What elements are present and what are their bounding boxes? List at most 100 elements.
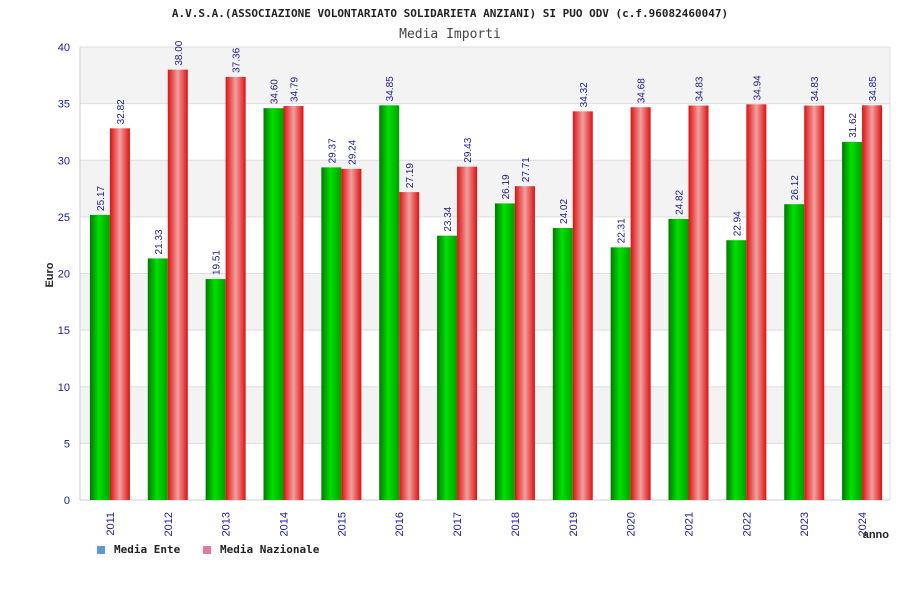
bars-group — [89, 69, 883, 501]
bar-media-ente — [494, 203, 515, 500]
plot-band — [80, 330, 890, 387]
y-tick-label: 10 — [58, 382, 70, 394]
bar-media-nazionale — [109, 128, 130, 500]
bar-media-ente — [379, 105, 400, 500]
data-label-nazionale: 29.43 — [463, 137, 474, 162]
data-label-nazionale: 34.68 — [637, 78, 648, 103]
plot-band — [80, 47, 890, 104]
bar-media-nazionale — [572, 111, 593, 501]
x-axis-ticks: 2011 2012 2013 2014 2015 2016 2017 2018 2019 2020… — [105, 512, 869, 536]
bar-media-nazionale — [862, 105, 883, 500]
bar-media-nazionale — [630, 107, 651, 501]
bar-media-nazionale — [341, 168, 362, 500]
data-label-ente: 26.19 — [501, 174, 512, 199]
data-label-nazionale: 34.85 — [868, 76, 879, 101]
x-tick-label: 2022 — [741, 512, 753, 536]
plot-band — [80, 443, 890, 500]
data-label-ente: 29.37 — [327, 138, 338, 163]
bar-media-ente — [263, 108, 284, 500]
data-label-ente: 34.85 — [385, 76, 396, 101]
bar-media-ente — [842, 141, 863, 500]
y-tick-label: 25 — [58, 212, 70, 224]
x-tick-label: 2020 — [626, 512, 638, 536]
data-label-nazionale: 34.32 — [579, 82, 590, 107]
data-label-nazionale: 34.79 — [290, 77, 301, 102]
bar-media-nazionale — [225, 76, 246, 500]
x-tick-label: 2017 — [452, 512, 464, 536]
plot-band — [80, 103, 890, 161]
y-tick-label: 5 — [64, 438, 70, 450]
y-tick-label: 0 — [64, 495, 70, 507]
y-tick-label: 30 — [58, 155, 70, 167]
chart-subtitle: Media Importi — [399, 27, 501, 42]
y-tick-label: 35 — [58, 99, 70, 111]
data-label-ente: 26.12 — [790, 175, 801, 200]
data-label-ente: 23.34 — [443, 206, 454, 231]
legend: Media Ente Media Nazionale — [97, 543, 320, 556]
data-label-ente: 24.02 — [559, 199, 570, 224]
x-tick-label: 2024 — [857, 512, 869, 536]
bar-media-ente — [726, 240, 747, 500]
y-tick-label: 20 — [58, 269, 70, 281]
legend-swatch-ente — [97, 546, 105, 554]
bar-media-ente — [552, 227, 573, 500]
bar-media-nazionale — [746, 104, 767, 500]
data-label-nazionale: 34.94 — [752, 75, 763, 100]
y-axis-ticks: 0 5 10 15 20 25 30 35 40 — [58, 42, 70, 507]
data-label-nazionale: 38.00 — [174, 40, 185, 65]
x-tick-label: 2023 — [799, 512, 811, 536]
x-tick-label: 2016 — [394, 512, 406, 536]
bar-media-nazionale — [514, 186, 535, 500]
bar-media-nazionale — [688, 105, 709, 501]
plot-band — [80, 386, 890, 444]
data-label-ente: 25.17 — [96, 185, 107, 210]
bar-media-nazionale — [399, 192, 420, 501]
data-label-nazionale: 27.19 — [405, 163, 416, 188]
data-label-nazionale: 27.71 — [521, 157, 532, 182]
chart-title: A.V.S.A.(ASSOCIAZIONE VOLONTARIATO SOLID… — [172, 7, 728, 20]
bar-media-ente — [321, 167, 342, 500]
plot-band — [80, 160, 890, 217]
y-axis-label: Euro — [44, 262, 56, 287]
x-tick-label: 2015 — [336, 512, 348, 536]
bar-media-ente — [89, 214, 110, 500]
data-labels-group: 25.17 32.82 21.33 38.00 19.51 37.36 34.60 34.79… — [96, 40, 879, 275]
legend-label-nazionale: Media Nazionale — [220, 543, 320, 556]
legend-swatch-nazionale — [203, 546, 211, 554]
bar-media-nazionale — [167, 69, 188, 501]
data-label-ente: 21.33 — [154, 229, 165, 254]
x-tick-label: 2014 — [279, 512, 291, 536]
bar-media-ente — [437, 235, 458, 500]
bar-media-ente — [205, 279, 226, 500]
x-tick-label: 2012 — [163, 512, 175, 536]
bar-media-ente — [668, 218, 689, 500]
data-label-ente: 19.51 — [212, 250, 223, 275]
bar-media-nazionale — [283, 106, 304, 501]
bar-media-nazionale — [457, 166, 478, 500]
bar-media-ente — [147, 258, 168, 500]
bar-media-ente — [610, 247, 631, 500]
data-label-ente: 24.82 — [675, 189, 686, 214]
data-label-ente: 31.62 — [848, 112, 859, 137]
plot-band — [80, 216, 890, 274]
data-label-ente: 22.31 — [617, 218, 628, 243]
y-tick-label: 40 — [58, 42, 70, 54]
data-label-nazionale: 34.83 — [695, 76, 706, 101]
y-tick-label: 15 — [58, 325, 70, 337]
x-tick-label: 2021 — [684, 512, 696, 536]
x-tick-label: 2013 — [221, 512, 233, 536]
data-label-nazionale: 32.82 — [116, 99, 127, 124]
plot-band — [80, 273, 890, 331]
x-axis-label: anno — [863, 529, 890, 541]
data-label-nazionale: 29.24 — [347, 139, 358, 164]
bar-media-ente — [784, 204, 805, 501]
data-label-ente: 22.94 — [732, 211, 743, 236]
x-tick-label: 2018 — [510, 512, 522, 536]
x-tick-label: 2019 — [568, 512, 580, 536]
data-label-ente: 34.60 — [270, 79, 281, 104]
legend-label-ente: Media Ente — [114, 543, 181, 556]
bar-media-nazionale — [804, 105, 825, 501]
x-tick-label: 2011 — [105, 512, 117, 536]
data-label-nazionale: 37.36 — [232, 47, 243, 72]
